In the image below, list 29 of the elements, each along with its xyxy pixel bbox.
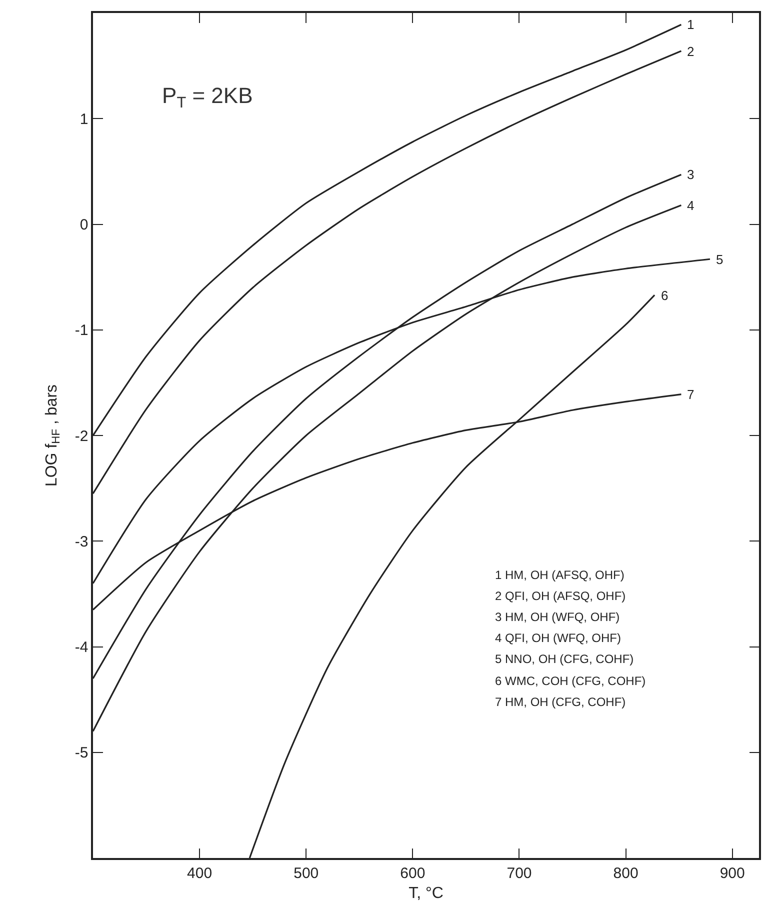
y-tick-label: 0 (80, 216, 88, 234)
annotation: 2 QFI, OH (AFSQ, OHF) (495, 589, 626, 603)
x-tick-label: 600 (400, 864, 426, 882)
series-label: 6 (661, 288, 668, 303)
annotation: 1 HM, OH (AFSQ, OHF) (495, 568, 624, 582)
y-tick-label: -1 (74, 322, 88, 340)
x-tick-label: 800 (613, 864, 638, 882)
x-tick-label: 500 (294, 864, 319, 882)
annotation: 6 WMC, COH (CFG, COHF) (495, 674, 646, 688)
annotation: P$_{T}$ = 2KB (162, 83, 253, 112)
annotation: 7 HM, OH (CFG, COHF) (495, 695, 626, 709)
y-tick-label: 1 (80, 110, 88, 128)
y-tick-label: -5 (74, 744, 88, 762)
series-label: 3 (687, 167, 694, 182)
x-tick-label: 400 (187, 864, 212, 882)
series-label: 5 (716, 252, 724, 267)
series-label: 1 (687, 17, 694, 32)
series-label: 7 (687, 387, 694, 402)
x-tick-label: 900 (720, 864, 745, 882)
annotation: 5 NNO, OH (CFG, COHF) (495, 652, 634, 666)
x-tick-label: 700 (506, 864, 532, 882)
y-tick-label: -3 (74, 533, 88, 550)
series-label: 4 (687, 198, 694, 213)
series-label: 2 (687, 44, 694, 59)
annotation: 4 QFI, OH (WFQ, OHF) (495, 631, 621, 645)
y-tick-label: -4 (74, 639, 88, 656)
x-axis-title: T, °C (408, 884, 444, 902)
annotation: 3 HM, OH (WFQ, OHF) (495, 610, 620, 624)
y-tick-label: -2 (74, 428, 88, 445)
